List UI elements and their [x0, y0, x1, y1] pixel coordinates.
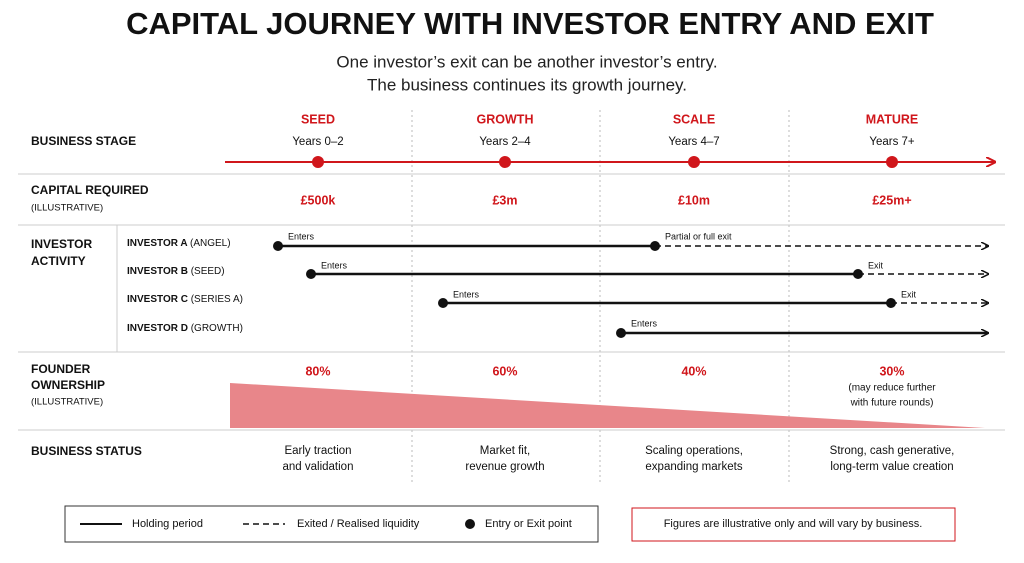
exit-label: Partial or full exit: [665, 231, 732, 241]
capital: £500k: [301, 193, 336, 207]
row-label: CAPITAL REQUIRED: [31, 183, 149, 197]
subtitle: The business continues its growth journe…: [367, 75, 687, 94]
legend-item: Exited / Realised liquidity: [297, 518, 420, 530]
investor-label: INVESTOR D (GROWTH): [127, 323, 243, 334]
exit-point: [650, 241, 660, 251]
disclaimer: Figures are illustrative only and will v…: [664, 518, 923, 530]
status: expanding markets: [645, 461, 742, 473]
capital: £10m: [678, 193, 710, 207]
status: Strong, cash generative,: [830, 445, 955, 457]
capital: £25m+: [872, 193, 911, 207]
investor-activity: INVESTOR A (ANGEL) Enters Partial or ful…: [127, 231, 988, 338]
status: Scaling operations,: [645, 445, 743, 457]
entry-label: Enters: [631, 318, 658, 328]
row-label: ACTIVITY: [31, 254, 86, 268]
stage-years: Years 2–4: [479, 136, 531, 148]
entry-point: [306, 269, 316, 279]
investor-role: (SERIES A): [191, 294, 243, 305]
row-label: BUSINESS STAGE: [31, 134, 136, 148]
legend-item: Holding period: [132, 518, 203, 530]
status: long-term value creation: [830, 461, 953, 473]
entry-label: Enters: [288, 231, 315, 241]
entry-point: [273, 241, 283, 251]
ownership: 80%: [305, 364, 330, 378]
status: and validation: [283, 461, 354, 473]
stages: SEED Years 0–2 £500k 80% Early traction and v…: [283, 112, 955, 473]
row-note: (ILLUSTRATIVE): [31, 397, 103, 408]
stage-point: [688, 156, 700, 168]
ownership: 30%: [879, 364, 904, 378]
row-label: FOUNDER: [31, 362, 91, 376]
investor-label: INVESTOR B (SEED): [127, 266, 225, 277]
ownership: 60%: [492, 364, 517, 378]
stage-name: MATURE: [866, 112, 919, 126]
entry-point: [616, 328, 626, 338]
stage-name: SCALE: [673, 112, 715, 126]
disclaimer-box: [631, 507, 956, 542]
ownership: 40%: [681, 364, 706, 378]
investor-name: INVESTOR B: [127, 266, 188, 277]
ownership-wedge: [230, 383, 985, 428]
stage-name: SEED: [301, 112, 335, 126]
entry-point: [438, 298, 448, 308]
stage-name: GROWTH: [477, 112, 534, 126]
ownership-note: with future rounds): [850, 398, 934, 409]
exit-point: [886, 298, 896, 308]
entry-label: Enters: [453, 289, 480, 299]
investor-role: (SEED): [191, 266, 225, 277]
investor-role: (GROWTH): [191, 323, 243, 334]
row-note: (ILLUSTRATIVE): [31, 203, 103, 214]
stage-years: Years 4–7: [668, 136, 719, 148]
investor-label: INVESTOR C (SERIES A): [127, 294, 243, 305]
ownership-note: (may reduce further: [848, 383, 936, 394]
investor-name: INVESTOR C: [127, 294, 188, 305]
investor-role: (ANGEL): [190, 238, 231, 249]
grid: [18, 110, 1005, 485]
exit-label: Exit: [901, 289, 917, 299]
stage-years: Years 7+: [869, 136, 915, 148]
title: CAPITAL JOURNEY WITH INVESTOR ENTRY AND …: [126, 6, 934, 41]
investor-name: INVESTOR D: [127, 323, 188, 334]
capital: £3m: [492, 193, 517, 207]
legend-item: Entry or Exit point: [485, 518, 572, 530]
stage-point: [886, 156, 898, 168]
status: revenue growth: [465, 461, 544, 473]
stage-point: [499, 156, 511, 168]
row-label: OWNERSHIP: [31, 378, 105, 392]
exit-point: [853, 269, 863, 279]
status: Early traction: [284, 445, 351, 457]
legend: Holding period Exited / Realised liquidi…: [64, 505, 599, 543]
exit-label: Exit: [868, 260, 884, 270]
subtitle: One investor’s exit can be another inves…: [336, 52, 717, 71]
investor-label: INVESTOR A (ANGEL): [127, 238, 231, 249]
stage-years: Years 0–2: [292, 136, 343, 148]
row-label: INVESTOR: [31, 237, 92, 251]
row-label: BUSINESS STATUS: [31, 444, 142, 458]
stage-point: [312, 156, 324, 168]
status: Market fit,: [480, 445, 530, 457]
entry-label: Enters: [321, 260, 348, 270]
investor-name: INVESTOR A: [127, 238, 187, 249]
